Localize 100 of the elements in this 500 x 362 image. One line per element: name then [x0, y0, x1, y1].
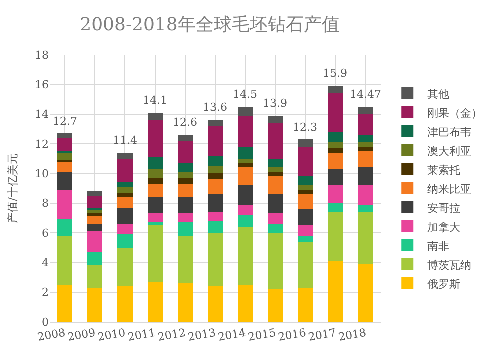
total-label: 12.3 [293, 121, 318, 134]
bar [58, 190, 73, 220]
y-tick-label: 8 [42, 197, 49, 210]
bar [328, 261, 344, 322]
bar [148, 184, 163, 198]
legend-label: 南非 [428, 240, 450, 253]
bar [298, 194, 314, 210]
bar [268, 172, 284, 177]
bar [328, 148, 344, 153]
bar [148, 222, 163, 226]
bar [238, 186, 254, 205]
bar [118, 152, 133, 159]
bar [328, 152, 344, 170]
bar [298, 226, 314, 236]
bar [208, 174, 224, 180]
bar [238, 168, 254, 186]
bar [88, 288, 103, 322]
x-tick-label: 2018 [338, 326, 368, 344]
bar [208, 221, 224, 233]
legend-label: 澳大利亚 [428, 144, 472, 158]
bar [178, 163, 193, 172]
total-label: 11.4 [113, 134, 138, 147]
bar [358, 212, 374, 264]
bar [178, 236, 193, 284]
bar [298, 140, 314, 147]
bar [208, 180, 224, 194]
bar [148, 282, 163, 322]
bar [118, 208, 133, 224]
bar [298, 146, 314, 177]
bar [358, 146, 374, 152]
y-tick-label: 10 [35, 168, 49, 181]
bar [118, 158, 133, 183]
x-tick-label: 2008 [36, 326, 67, 344]
bar [328, 94, 344, 132]
bar [268, 176, 284, 194]
bar [268, 194, 284, 214]
bar [88, 196, 103, 208]
bar [238, 227, 254, 285]
bar [178, 135, 193, 142]
bar [58, 152, 73, 160]
bar [118, 187, 133, 193]
bar [208, 233, 224, 286]
bar [148, 178, 163, 184]
bar [118, 182, 133, 188]
total-label: 12.6 [173, 116, 198, 129]
legend-label: 刚果（金） [428, 106, 483, 120]
bar [148, 112, 163, 120]
bar [238, 284, 254, 322]
legend-label: 津巴布韦 [428, 126, 472, 139]
bar [358, 151, 374, 168]
bar [298, 236, 314, 242]
bar [58, 220, 73, 236]
bar [208, 156, 224, 166]
bar [88, 252, 103, 266]
bar [178, 172, 193, 178]
total-label: 15.9 [323, 67, 348, 80]
y-tick-label: 0 [42, 316, 49, 329]
legend-label: 纳米比亚 [428, 182, 472, 196]
x-tick-label: 2015 [247, 326, 278, 344]
bar [298, 176, 314, 186]
bar [358, 135, 374, 143]
y-tick-label: 2 [42, 286, 49, 300]
bar [118, 234, 133, 248]
bar [328, 132, 344, 143]
bar [118, 224, 133, 234]
bar [358, 107, 374, 114]
x-tick-label: 2009 [66, 326, 97, 344]
chart-title: 2008-2018年全球毛坯钻石产值 [80, 14, 340, 36]
bar [88, 216, 103, 224]
bar [208, 120, 224, 126]
bar [268, 123, 284, 159]
total-label: 13.6 [203, 101, 228, 114]
bar [268, 224, 284, 233]
bar [148, 214, 163, 223]
bar [328, 203, 344, 212]
legend-label: 俄罗斯 [428, 278, 461, 291]
y-tick-label: 14 [35, 108, 49, 122]
bar [268, 289, 284, 322]
bar [178, 141, 193, 164]
bar [178, 283, 193, 322]
bar [118, 192, 133, 198]
y-tick-label: 12 [35, 138, 49, 151]
x-tick-label: 2010 [96, 326, 127, 344]
bar [268, 214, 284, 224]
bar [358, 204, 374, 212]
bar [58, 138, 73, 152]
x-tick-label: 2013 [187, 326, 217, 344]
bar [148, 169, 163, 178]
bar [268, 233, 284, 290]
bar [88, 232, 103, 252]
bar [358, 142, 374, 147]
legend-label: 莱索托 [428, 164, 461, 177]
bar [88, 266, 103, 288]
y-axis-title: 产值/十亿美元 [6, 154, 20, 224]
bar [58, 134, 73, 138]
total-label: 14.47 [350, 88, 382, 101]
legend-label: 其他 [428, 88, 450, 101]
bar [88, 224, 103, 232]
bar [208, 166, 224, 174]
bar [238, 146, 254, 159]
